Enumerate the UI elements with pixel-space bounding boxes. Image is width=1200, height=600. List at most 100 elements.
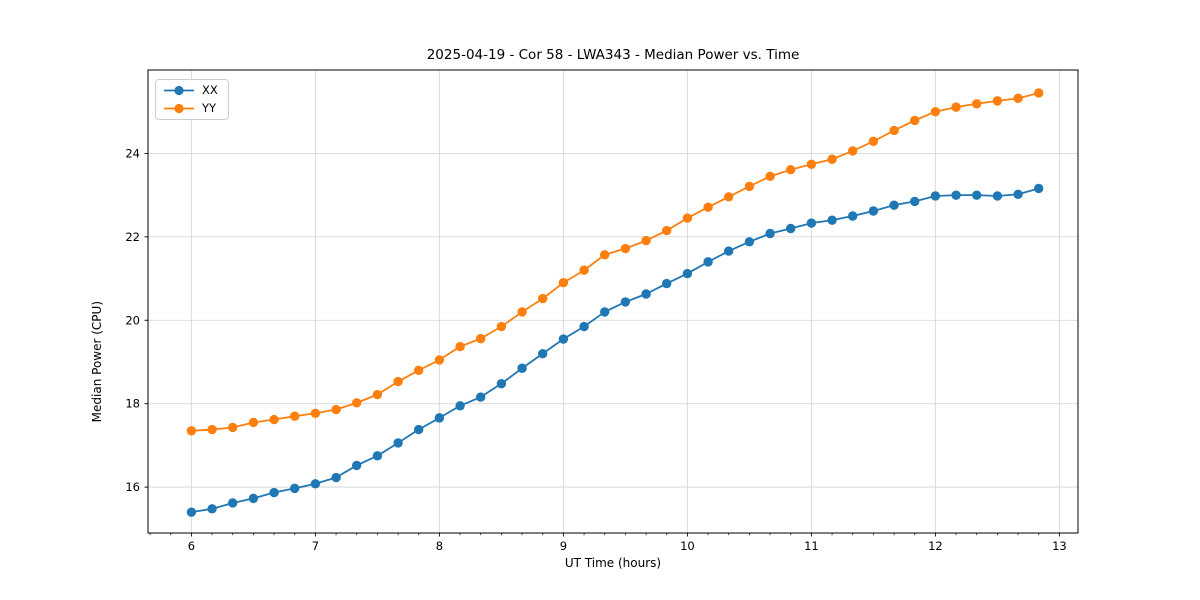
data-point-xx xyxy=(806,218,817,228)
data-point-yy xyxy=(744,181,755,192)
data-point-yy xyxy=(868,136,879,147)
series-yy xyxy=(186,88,1044,436)
data-point-yy xyxy=(310,408,321,418)
y-axis-label-text: Median Power (CPU) xyxy=(90,300,104,423)
legend-label-xx: XX xyxy=(202,83,218,97)
y-tick-label: 18 xyxy=(125,397,140,411)
data-point-yy xyxy=(434,355,445,365)
x-tick-label: 12 xyxy=(928,539,943,553)
data-point-xx xyxy=(289,483,300,494)
data-point-yy xyxy=(537,293,548,304)
data-point-xx xyxy=(641,289,651,299)
data-point-xx xyxy=(393,438,403,448)
data-point-yy xyxy=(723,192,734,202)
data-point-xx xyxy=(455,401,465,411)
data-point-yy xyxy=(1013,93,1023,104)
data-point-yy xyxy=(455,341,465,352)
data-point-yy xyxy=(889,125,899,136)
data-point-yy xyxy=(765,171,775,182)
y-tick-label: 24 xyxy=(125,146,140,160)
yy-line-marker-icon xyxy=(164,103,194,113)
data-point-xx xyxy=(847,211,858,221)
data-point-yy xyxy=(517,307,527,317)
data-point-yy xyxy=(682,213,693,223)
data-point-xx xyxy=(558,334,569,344)
data-point-yy xyxy=(248,417,259,428)
data-point-yy xyxy=(641,235,651,246)
x-tick-label: 13 xyxy=(1052,539,1067,553)
data-point-yy xyxy=(331,404,341,415)
x-tick-label: 9 xyxy=(560,539,567,553)
data-point-xx xyxy=(703,257,713,267)
y-tick-label: 22 xyxy=(125,230,140,244)
data-point-yy xyxy=(207,424,217,435)
data-point-yy xyxy=(186,426,197,436)
data-point-yy xyxy=(579,265,589,275)
x-tick-label: 10 xyxy=(680,539,695,553)
data-point-xx xyxy=(868,206,879,216)
data-point-yy xyxy=(785,164,796,175)
data-point-yy xyxy=(227,422,238,433)
data-point-yy xyxy=(827,154,837,164)
data-point-xx xyxy=(765,228,775,239)
data-point-xx xyxy=(227,498,238,508)
legend-item-xx: XX xyxy=(163,83,221,97)
data-point-yy xyxy=(413,365,424,376)
data-point-xx xyxy=(372,451,383,461)
data-point-xx xyxy=(310,479,321,489)
data-point-yy xyxy=(703,202,713,212)
data-point-xx xyxy=(269,487,279,498)
data-point-yy xyxy=(269,414,279,425)
data-point-yy xyxy=(496,321,507,332)
data-point-yy xyxy=(847,146,858,156)
grid-lines xyxy=(148,70,1078,533)
data-point-xx xyxy=(248,493,259,504)
data-point-xx xyxy=(351,460,362,471)
y-tick-label: 16 xyxy=(125,480,140,494)
series-xx xyxy=(186,183,1044,517)
x-tick-label: 8 xyxy=(436,539,443,553)
data-point-xx xyxy=(930,191,941,201)
data-point-xx xyxy=(434,413,445,423)
data-point-yy xyxy=(971,99,982,109)
data-point-yy xyxy=(1033,88,1044,98)
legend: XX YY xyxy=(155,79,229,120)
legend-label-yy: YY xyxy=(202,100,217,115)
data-point-xx xyxy=(682,268,693,279)
data-point-yy xyxy=(475,333,486,344)
data-point-xx xyxy=(579,321,589,332)
chart-title: 2025-04-19 - Cor 58 - LWA343 - Median Po… xyxy=(426,47,800,63)
xx-line-marker-icon xyxy=(164,86,194,96)
data-point-xx xyxy=(537,348,548,359)
data-point-xx xyxy=(599,307,610,317)
data-point-xx xyxy=(331,472,341,483)
data-point-xx xyxy=(992,191,1003,201)
y-tick-label: 20 xyxy=(125,313,140,327)
data-point-xx xyxy=(785,223,796,234)
data-point-yy xyxy=(393,376,403,387)
data-point-xx xyxy=(207,504,217,514)
x-tick-label: 11 xyxy=(804,539,819,553)
data-point-yy xyxy=(909,115,920,126)
data-point-xx xyxy=(620,297,631,307)
data-point-xx xyxy=(827,215,837,225)
data-point-xx xyxy=(951,190,961,200)
data-point-xx xyxy=(475,392,486,402)
data-point-xx xyxy=(971,190,982,200)
x-tick-label: 7 xyxy=(312,539,319,553)
axis-ticks: 16 18 20 22 24 6 7 8 9 10 11 12 13 xyxy=(125,146,1066,553)
data-point-xx xyxy=(496,378,507,389)
x-tick-label: 6 xyxy=(188,539,195,553)
data-point-xx xyxy=(889,200,899,210)
data-point-xx xyxy=(1013,189,1023,199)
data-point-yy xyxy=(930,107,941,117)
data-point-yy xyxy=(992,96,1003,106)
data-point-xx xyxy=(723,246,734,256)
data-point-yy xyxy=(620,243,631,254)
plot-border xyxy=(147,69,1079,534)
x-axis-label: UT Time (hours) xyxy=(564,556,662,570)
data-point-yy xyxy=(599,250,610,260)
data-point-xx xyxy=(909,196,920,207)
data-point-xx xyxy=(413,424,424,435)
